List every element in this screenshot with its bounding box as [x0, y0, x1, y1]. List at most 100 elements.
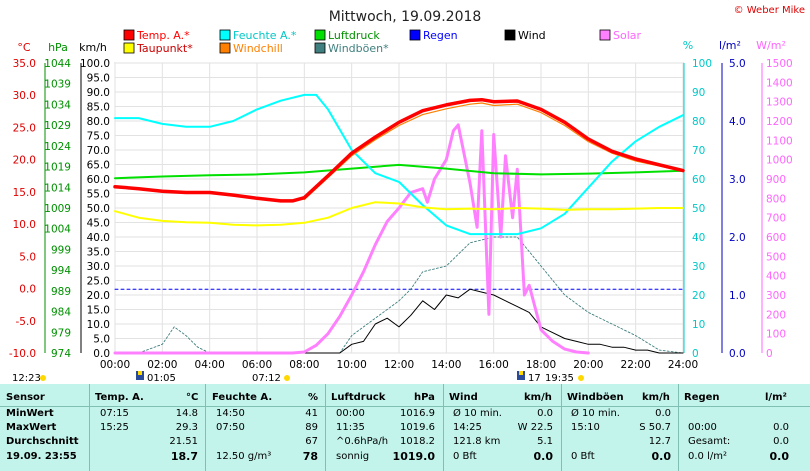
moon-icon: [284, 375, 290, 381]
pressure-tick-label: 974: [51, 348, 71, 360]
wind-value: 0.0: [537, 408, 553, 419]
rain-tick-label: 5.0: [729, 58, 746, 70]
header-gust: Windböen: [567, 392, 624, 403]
sunrise-time: 01:05: [147, 373, 176, 384]
statistics-table: Sensor Temp. A. °C Feuchte A. % Luftdruc…: [0, 384, 810, 471]
wind-tick-label: 95.0: [87, 73, 110, 85]
pressure-tick-label: 994: [51, 265, 71, 277]
wind-value: W 22.5: [517, 422, 553, 433]
x-tick-label: 24:00: [668, 359, 698, 371]
humidity-tick-label: 60: [692, 174, 705, 186]
rain-note: 0.0 l/m²: [688, 451, 727, 462]
x-tick-label: 06:00: [242, 359, 272, 371]
gust-value: 0.0: [651, 450, 672, 463]
wind-note: 121.8 km: [453, 436, 501, 447]
wind-note: Ø 10 min.: [453, 408, 502, 419]
wind-note: 14:25: [453, 422, 482, 433]
wind-tick-label: 5.0: [93, 334, 110, 346]
header-temp: Temp. A.: [95, 392, 144, 403]
humidity-time: 14:50: [216, 408, 245, 419]
pressure-tick-label: 979: [51, 327, 71, 339]
x-tick-label: 22:00: [621, 359, 651, 371]
solar-tick-label: 200: [766, 309, 786, 321]
wind-tick-label: 0.0: [93, 348, 110, 360]
legend-swatch: [219, 42, 231, 54]
chart-title: Mittwoch, 19.09.2018: [329, 9, 482, 25]
header-rain: Regen: [684, 392, 720, 403]
humidity-value: 78: [302, 450, 318, 463]
pressure-time: sonnig: [336, 451, 370, 462]
gust-value: 0.0: [655, 408, 671, 419]
wind-tick-label: 50.0: [87, 203, 110, 215]
pressure-tick-label: 1004: [44, 224, 71, 236]
x-tick-label: 14:00: [431, 359, 461, 371]
series-line-luftdruck: [114, 163, 684, 180]
temp-tick-label: 25.0: [13, 122, 36, 134]
temp-tick-label: -10.0: [9, 348, 36, 360]
column-divider: [678, 384, 679, 471]
humidity-tick-label: 50: [692, 203, 705, 215]
series-line-temp-a: [113, 97, 685, 203]
wind-value: 5.1: [537, 436, 553, 447]
temp-value: 14.8: [175, 408, 198, 419]
wind-tick-label: 40.0: [87, 232, 110, 244]
x-tick-label: 10:00: [337, 359, 367, 371]
temp-time: 07:15: [100, 408, 129, 419]
series-line-windchill: [303, 102, 684, 201]
wind-tick-label: 100.0: [80, 58, 110, 70]
humidity-tick-label: 0: [692, 348, 699, 360]
column-divider: [325, 384, 326, 471]
solar-tick-label: 1200: [766, 116, 793, 128]
x-tick-label: 18:00: [526, 359, 556, 371]
temp-value: 18.7: [170, 450, 198, 463]
pressure-tick-label: 1034: [44, 99, 71, 111]
legend-label: Solar: [613, 29, 642, 42]
legend-label: Wind: [518, 29, 546, 42]
header-gust-unit: km/h: [642, 392, 670, 403]
gust-note: 15:10: [571, 422, 600, 433]
humidity-tick-label: 80: [692, 116, 705, 128]
humidity-value: 67: [305, 436, 318, 447]
header-wind: Wind: [449, 392, 478, 403]
wind-tick-label: 90.0: [87, 87, 110, 99]
humidity-unit-label: %: [683, 39, 693, 52]
x-tick-label: 08:00: [289, 359, 319, 371]
solar-tick-label: 1500: [766, 58, 793, 70]
pressure-tick-label: 989: [51, 286, 71, 298]
gust-value: 12.7: [648, 436, 671, 447]
legend-swatch: [123, 29, 135, 41]
series-line-solar: [113, 123, 590, 355]
sun-icon: [40, 375, 46, 381]
temp-value: 21.51: [169, 436, 198, 447]
solar-tick-label: 1400: [766, 77, 793, 89]
moon-day: 17: [528, 373, 541, 384]
pressure-value: 1019.6: [400, 422, 435, 433]
sunrise-icon-sun: [138, 371, 142, 375]
wind-tick-label: 45.0: [87, 218, 110, 230]
humidity-time: 07:50: [216, 422, 245, 433]
solar-tick-label: 100: [766, 329, 786, 341]
header-sensor: Sensor: [6, 392, 45, 403]
temp-tick-label: 5.0: [19, 251, 36, 263]
rain-tick-label: 4.0: [729, 116, 746, 128]
header-pressure: Luftdruck: [331, 392, 386, 403]
column-divider: [561, 384, 562, 471]
x-tick-label: 16:00: [479, 359, 509, 371]
legend-swatch: [409, 29, 421, 41]
series-line-windb-en: [114, 236, 684, 354]
row-label: 19.09. 23:55: [6, 451, 77, 462]
wind-tick-label: 25.0: [87, 276, 110, 288]
solar-tick-label: 800: [766, 193, 786, 205]
pressure-tick-label: 1014: [44, 182, 71, 194]
gust-note: Ø 10 min.: [571, 408, 620, 419]
sunset-time: 19:35: [545, 373, 574, 384]
temp-tick-label: 10.0: [13, 219, 36, 231]
temp-time: 15:25: [100, 422, 129, 433]
pressure-tick-label: 1044: [44, 58, 71, 70]
header-humidity: Feuchte A.: [212, 392, 273, 403]
wind-tick-label: 20.0: [87, 290, 110, 302]
legend-swatch: [219, 29, 231, 41]
humidity-tick-label: 20: [692, 290, 705, 302]
series-line-wind: [114, 288, 684, 354]
weather-chart: Mittwoch, 19.09.2018 © Weber Mike Temp. A.…: [9, 5, 805, 384]
